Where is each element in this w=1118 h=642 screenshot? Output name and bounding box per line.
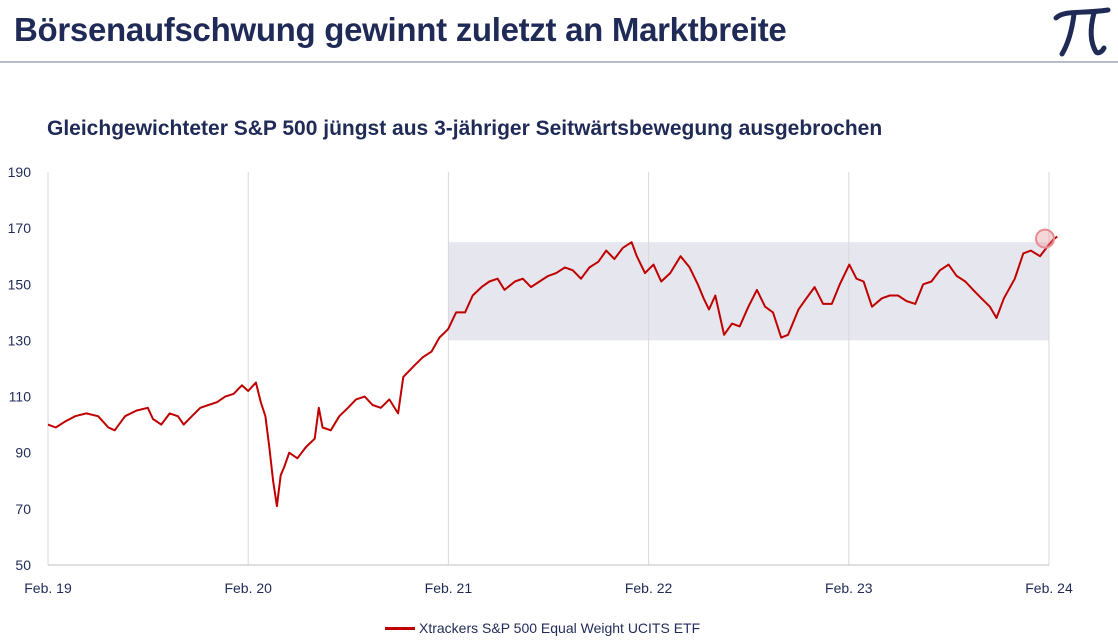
y-tick-label: 70 [15,501,31,517]
chart-legend: Xtrackers S&P 500 Equal Weight UCITS ETF [385,618,700,638]
pi-logo-left-leg [1059,11,1077,57]
x-tick-label: Feb. 22 [625,580,673,596]
series-line-equal-weight-etf [47,235,1058,508]
pi-logo-right-leg [1088,10,1107,56]
breakout-highlight-marker [1035,228,1055,249]
x-tick-label: Feb. 24 [1025,580,1073,596]
y-tick-label: 110 [9,389,32,405]
legend-swatch [385,626,415,630]
y-tick-label: 150 [8,276,32,292]
legend-label: Xtrackers S&P 500 Equal Weight UCITS ETF [419,620,701,636]
header: Börsenaufschwung gewinnt zuletzt an Mark… [0,0,1118,63]
chart-title: Gleichgewichteter S&P 500 jüngst aus 3-j… [47,117,883,140]
x-tick-label: Feb. 19 [24,580,72,596]
page-title: Börsenaufschwung gewinnt zuletzt an Mark… [14,11,787,48]
y-tick-label: 90 [15,445,31,461]
sideways-range-band [448,242,1049,341]
x-tick-label: Feb. 21 [425,580,473,596]
x-tick-label: Feb. 23 [825,580,873,596]
pi-logo-icon [1053,7,1111,57]
x-tick-label: Feb. 20 [224,580,272,596]
y-tick-label: 50 [15,557,31,573]
y-tick-label: 170 [8,220,32,236]
header-rule [0,61,1118,63]
y-tick-label: 190 [8,164,32,180]
y-tick-label: 130 [8,332,32,348]
